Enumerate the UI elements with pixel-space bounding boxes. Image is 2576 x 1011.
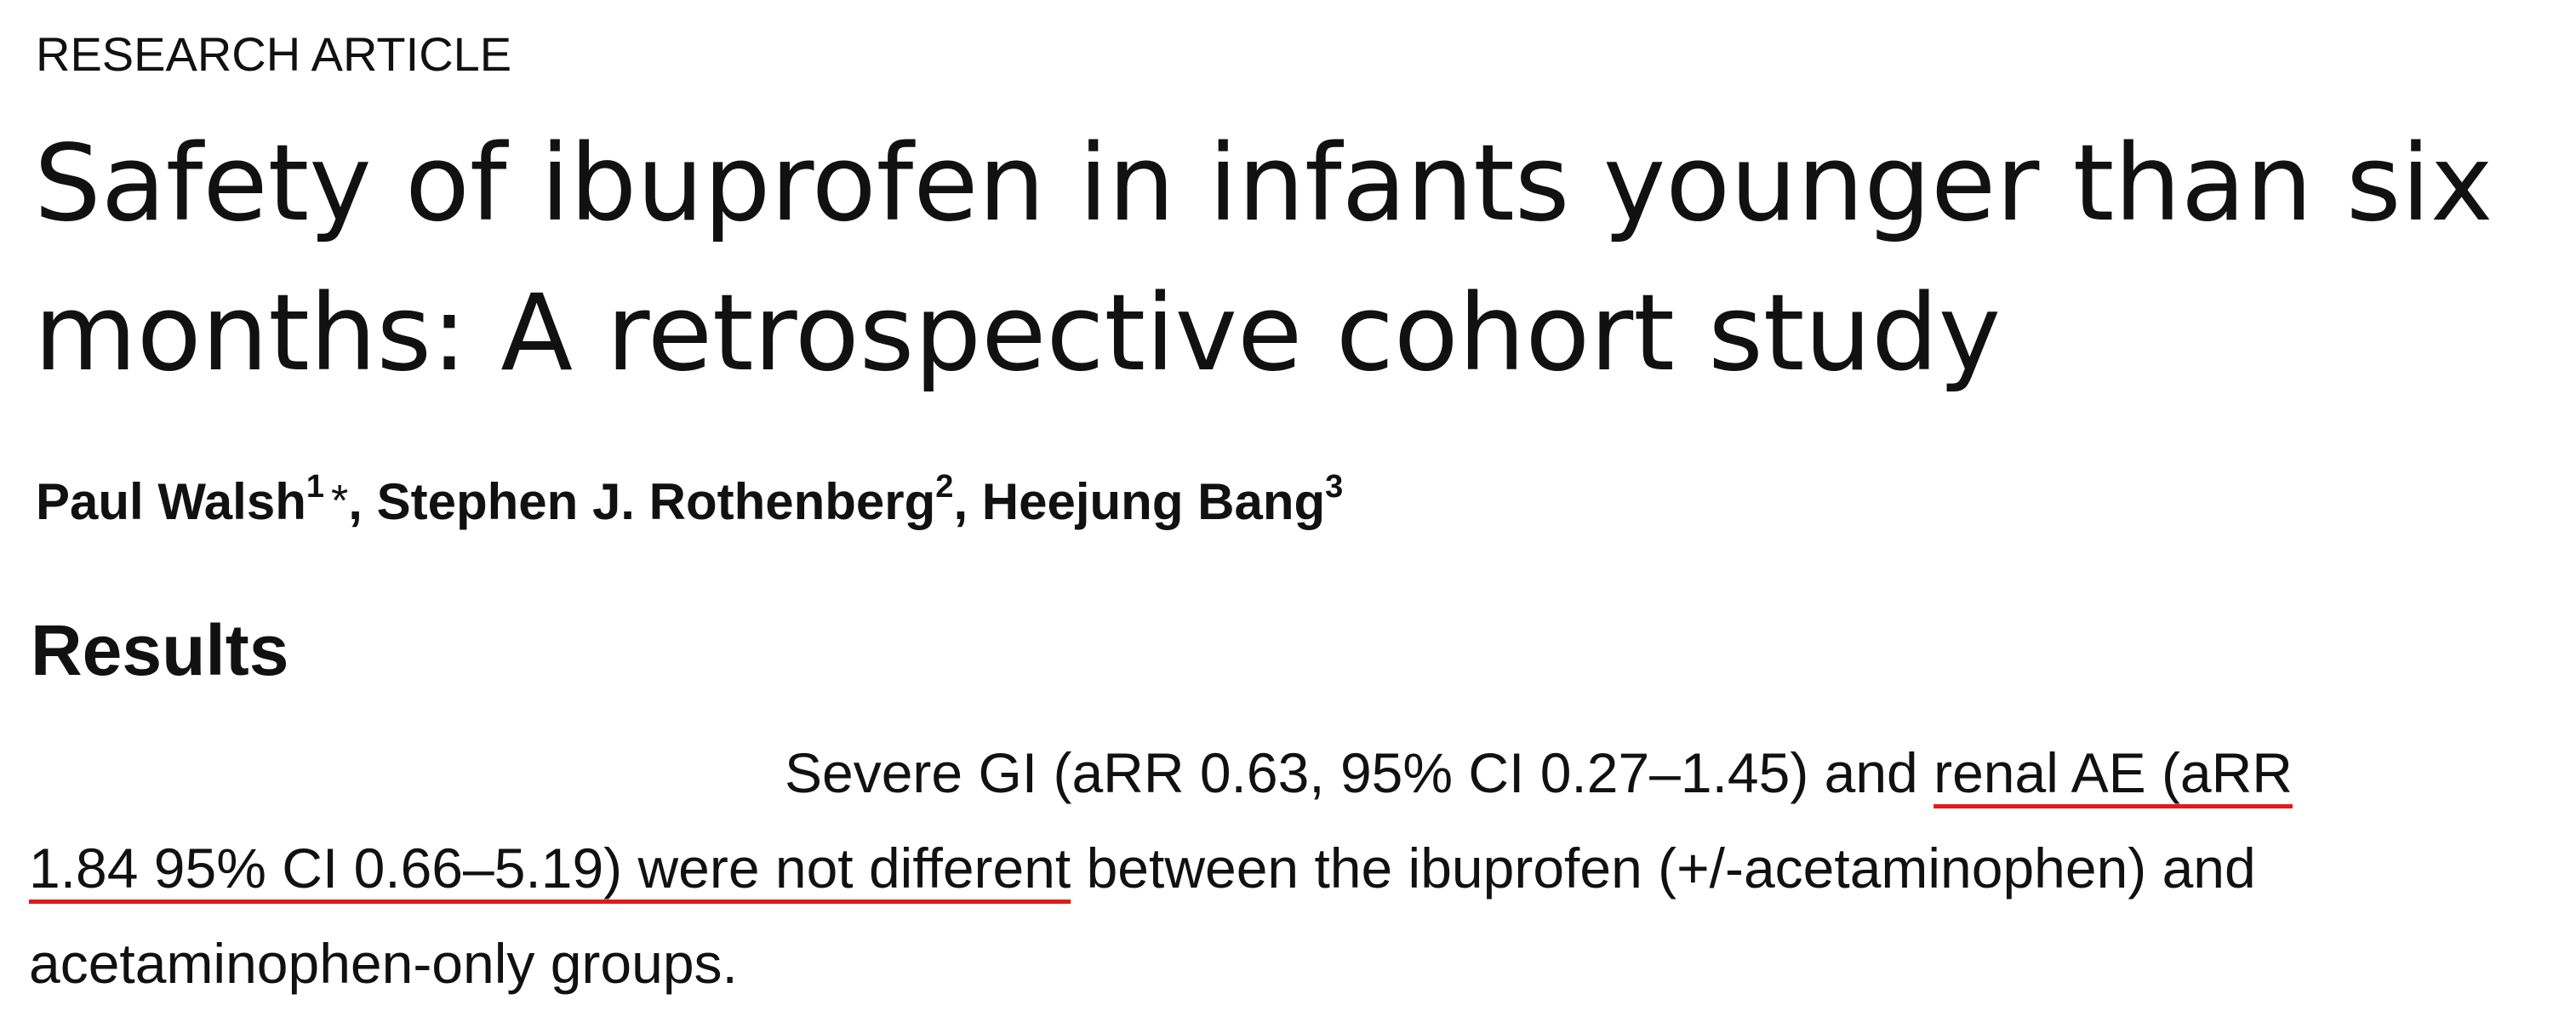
- author-separator: ,: [953, 473, 982, 530]
- author-affiliation-3: 3: [1325, 469, 1344, 505]
- author-name-2: Stephen J. Rothenberg: [376, 473, 936, 530]
- author-list: Paul Walsh1 *, Stephen J. Rothenberg2, He…: [36, 466, 1343, 545]
- author-affiliation-2: 2: [935, 469, 954, 505]
- section-heading-results: Results: [31, 610, 289, 690]
- results-line-3: acetaminophen-only groups.: [29, 932, 738, 995]
- results-text-plain: between the ibuprofen (+/-acetaminophen)…: [1071, 837, 2256, 900]
- corresponding-author-mark: *: [330, 477, 349, 526]
- article-type-label: RESEARCH ARTICLE: [36, 27, 512, 81]
- author-affiliation-1: 1: [306, 469, 324, 505]
- results-line-2: 1.84 95% CI 0.66–5.19) were not differen…: [29, 820, 2565, 916]
- author-separator: ,: [348, 473, 377, 530]
- article-title: Safety of ibuprofen in infants younger t…: [34, 109, 2553, 408]
- results-paragraph: Severe GI (aRR 0.63, 95% CI 0.27–1.45) a…: [29, 725, 2565, 1011]
- results-underlined-text: renal AE (aRR: [1933, 741, 2293, 804]
- results-text-plain: Severe GI (aRR 0.63, 95% CI 0.27–1.45) a…: [785, 741, 1934, 804]
- article-title-line-2: months: A retrospective cohort study: [34, 272, 2002, 395]
- author-name-1: Paul Walsh: [36, 473, 306, 530]
- results-line-1: Severe GI (aRR 0.63, 95% CI 0.27–1.45) a…: [29, 725, 2565, 820]
- author-name-3: Heejung Bang: [981, 473, 1326, 530]
- results-underlined-text: 1.84 95% CI 0.66–5.19) were not differen…: [29, 837, 1071, 900]
- article-title-line-1: Safety of ibuprofen in infants younger t…: [34, 123, 2493, 245]
